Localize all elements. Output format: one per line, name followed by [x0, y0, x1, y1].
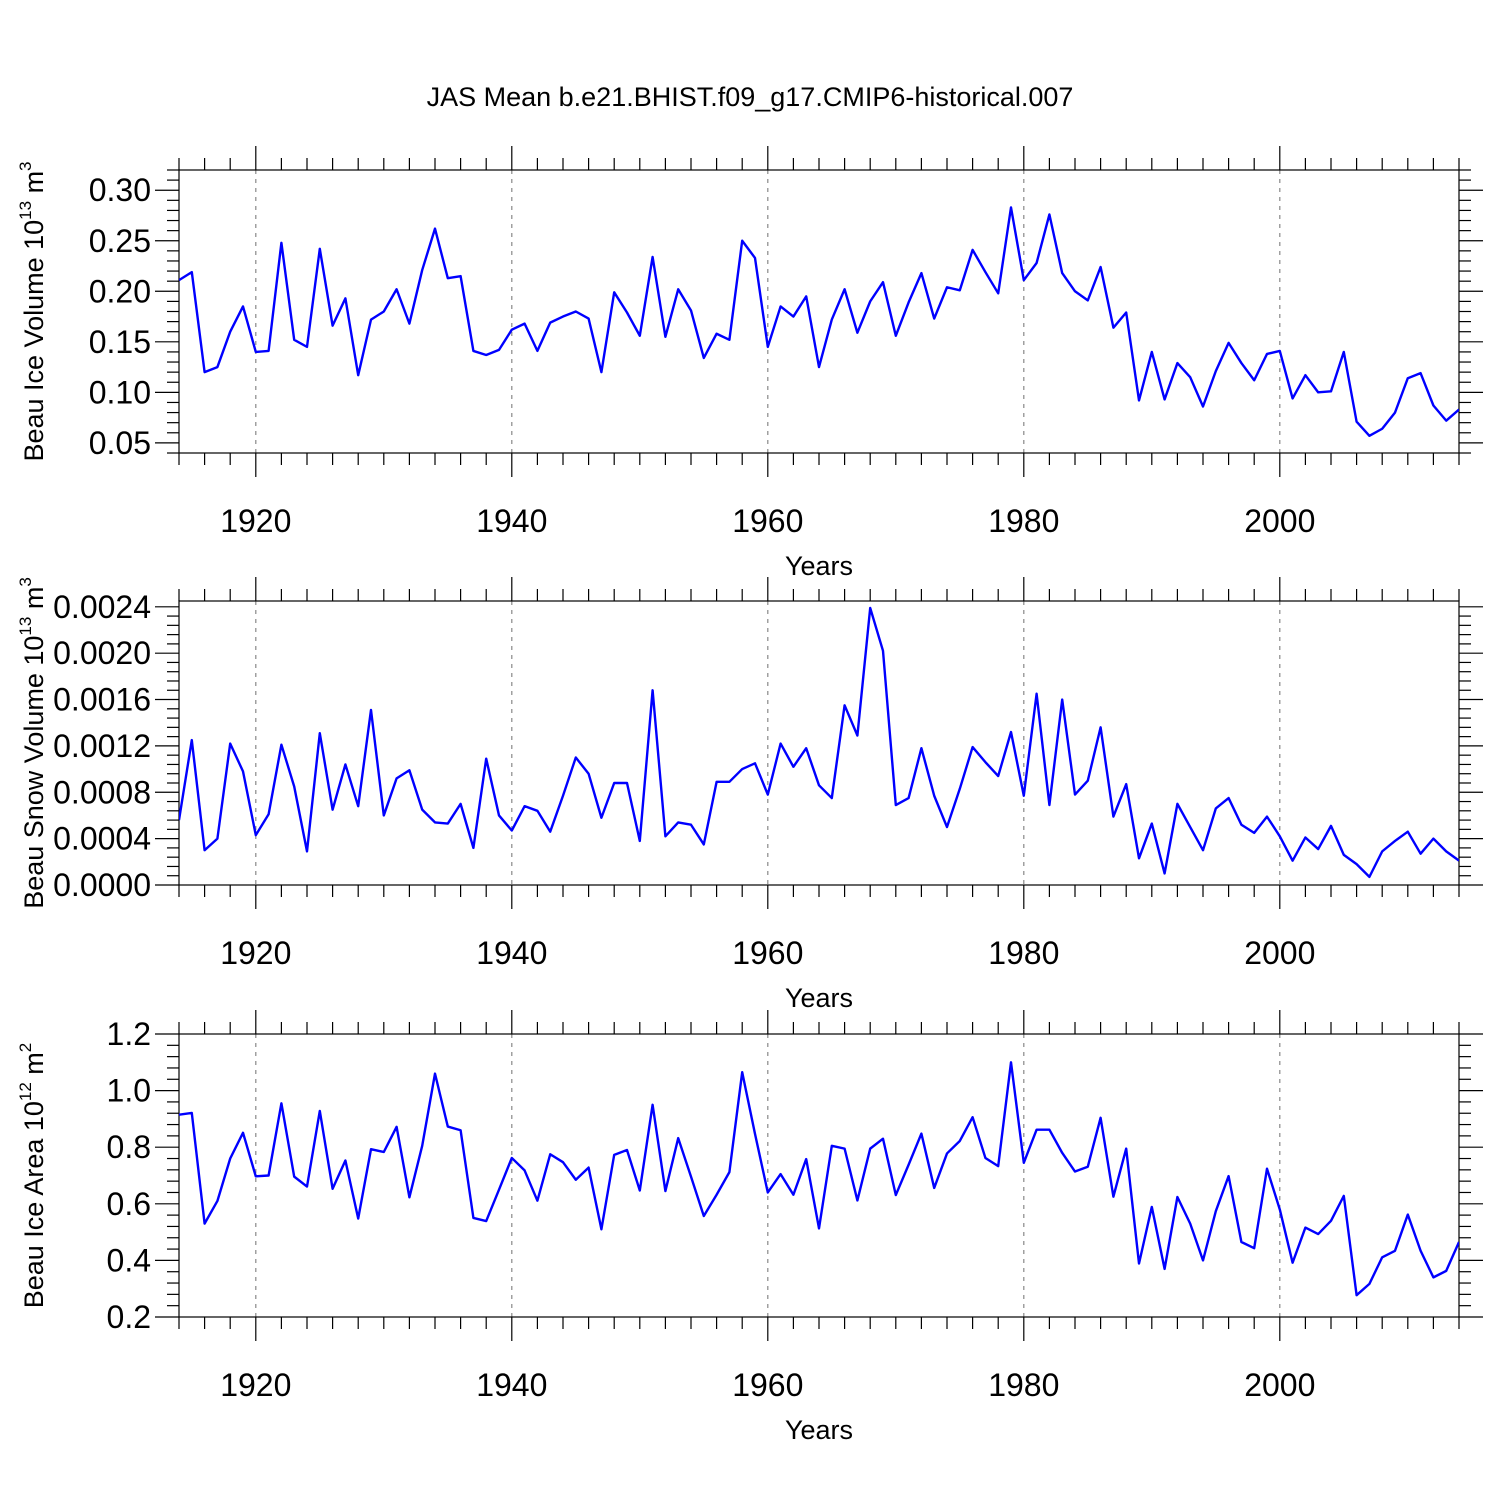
y-tick-label: 0.0016: [53, 682, 151, 718]
y-tick-label: 0.20: [89, 273, 151, 309]
series-line: [179, 606, 1459, 879]
x-axis-label: Years: [785, 551, 853, 581]
x-tick-label: 1940: [476, 935, 547, 971]
x-tick-label: 1920: [220, 1367, 291, 1403]
y-axis-label-unit-exp: 2: [16, 1043, 35, 1052]
panel-1: 1920 1940 1960 1980 2000 0.05 0.10 0.15 0.20 0.25…: [16, 146, 1483, 581]
x-tick-label: 1920: [220, 503, 291, 539]
x-tick-label: 1960: [732, 1367, 803, 1403]
x-tick-label: 1940: [476, 503, 547, 539]
y-tick-label: 0.10: [89, 374, 151, 410]
y-tick-label: 0.0008: [53, 774, 151, 810]
y-axis-label-exp: 12: [16, 1082, 35, 1101]
x-tick-label: 2000: [1244, 935, 1315, 971]
x-axis-label: Years: [785, 1415, 853, 1445]
y-tick-label: 0.05: [89, 425, 151, 461]
plot-frame: [178, 169, 1460, 454]
y-axis-label-unit: m: [19, 587, 49, 617]
y-tick-label: 1.0: [107, 1073, 151, 1109]
x-tick-label: 1980: [988, 935, 1059, 971]
x-tick-label: 1980: [988, 503, 1059, 539]
y-axis-label: Beau Ice Volume 1013 m3: [16, 161, 49, 461]
y-axis-label: Beau Snow Volume 1013 m3: [16, 577, 49, 909]
y-axis-label-unit: m: [19, 1052, 49, 1082]
y-axis-label-main: Beau Snow Volume 10: [19, 636, 49, 909]
y-axis-label-unit-exp: 3: [16, 161, 35, 170]
y-tick-label: 0.0020: [53, 635, 151, 671]
x-axis-label: Years: [785, 983, 853, 1013]
plot-frame: [178, 600, 1460, 886]
y-tick-label: 0.30: [89, 172, 151, 208]
x-tick-label: 2000: [1244, 1367, 1315, 1403]
y-tick-label: 0.0024: [53, 589, 151, 625]
y-tick-label: 0.0004: [53, 821, 151, 857]
x-tick-label: 2000: [1244, 503, 1315, 539]
y-tick-label: 0.0012: [53, 728, 151, 764]
y-tick-label: 0.6: [107, 1186, 151, 1222]
chart-title: JAS Mean b.e21.BHIST.f09_g17.CMIP6-histo…: [427, 82, 1074, 112]
y-tick-label: 0.25: [89, 223, 151, 259]
y-tick-label: 0.15: [89, 324, 151, 360]
y-tick-label: 0.4: [107, 1242, 151, 1278]
x-tick-label: 1940: [476, 1367, 547, 1403]
y-axis-label-main: Beau Ice Volume 10: [19, 220, 49, 462]
panel-3: 1920 1940 1960 1980 2000 0.2 0.4 0.6 0.8 1.0 1.2 Ye…: [16, 1010, 1483, 1445]
series-line: [179, 1061, 1459, 1297]
y-axis-label: Beau Ice Area 1012 m2: [16, 1043, 49, 1309]
y-axis-label-exp: 13: [16, 201, 35, 220]
y-axis-label-main: Beau Ice Area 10: [19, 1101, 49, 1308]
y-axis-label-unit: m: [19, 171, 49, 201]
y-axis-label-exp: 13: [16, 617, 35, 636]
x-tick-label: 1980: [988, 1367, 1059, 1403]
y-tick-label: 0.2: [107, 1299, 151, 1335]
x-tick-label: 1920: [220, 935, 291, 971]
series-line: [179, 206, 1459, 438]
y-tick-label: 0.0000: [53, 867, 151, 903]
x-tick-label: 1960: [732, 935, 803, 971]
y-tick-label: 1.2: [107, 1016, 151, 1052]
y-tick-label: 0.8: [107, 1129, 151, 1165]
panel-2: 1920 1940 1960 1980 2000 0.0000 0.0004 0.0008 0.…: [16, 577, 1483, 1013]
y-axis-label-unit-exp: 3: [16, 577, 35, 586]
x-tick-label: 1960: [732, 503, 803, 539]
panels: 1920 1940 1960 1980 2000 0.05 0.10 0.15 0.20 0.25…: [16, 146, 1483, 1445]
